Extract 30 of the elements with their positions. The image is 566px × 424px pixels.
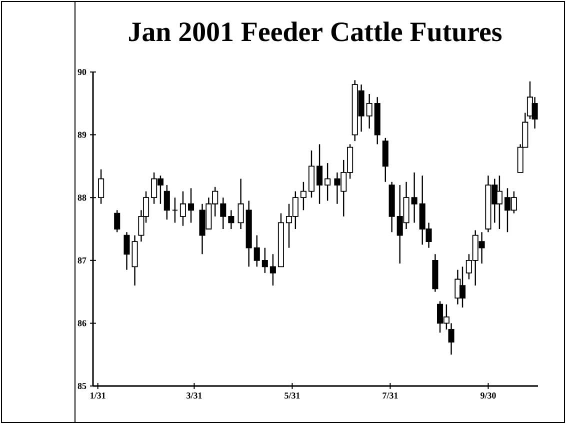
candlestick [188, 188, 194, 224]
candlestick [270, 254, 276, 286]
candlestick [220, 197, 226, 230]
candlestick [411, 172, 418, 224]
chart-title: Jan 2001 Feeder Cattle Futures [129, 22, 502, 42]
candlestick [366, 93, 372, 130]
y-tick-label: 90 [78, 68, 86, 76]
candlestick [124, 232, 130, 270]
y-tick-label: 87 [78, 257, 86, 264]
x-tick-label: 7/31 [382, 392, 398, 399]
x-tick-label: 9/30 [480, 392, 496, 399]
x-tick-label: 5/31 [284, 392, 300, 399]
candlestick [172, 197, 178, 224]
y-tick-label: 89 [78, 132, 86, 138]
candlestick [238, 178, 244, 230]
candlestick [98, 168, 104, 204]
y-tick-label: 88 [78, 194, 86, 201]
candlestick [324, 162, 331, 202]
candlestick [300, 181, 306, 211]
x-tick-label: 1/31 [90, 392, 106, 399]
candlestick [180, 190, 186, 226]
candlestick [228, 210, 234, 230]
candlestick [316, 144, 323, 204]
candlestick [114, 210, 120, 233]
y-tick-label: 85 [78, 382, 86, 390]
candlestick [262, 247, 268, 274]
candlestick [254, 234, 260, 268]
candlestick [164, 184, 170, 220]
x-tick-label: 3/31 [186, 392, 202, 399]
y-tick-label: 86 [78, 320, 86, 326]
